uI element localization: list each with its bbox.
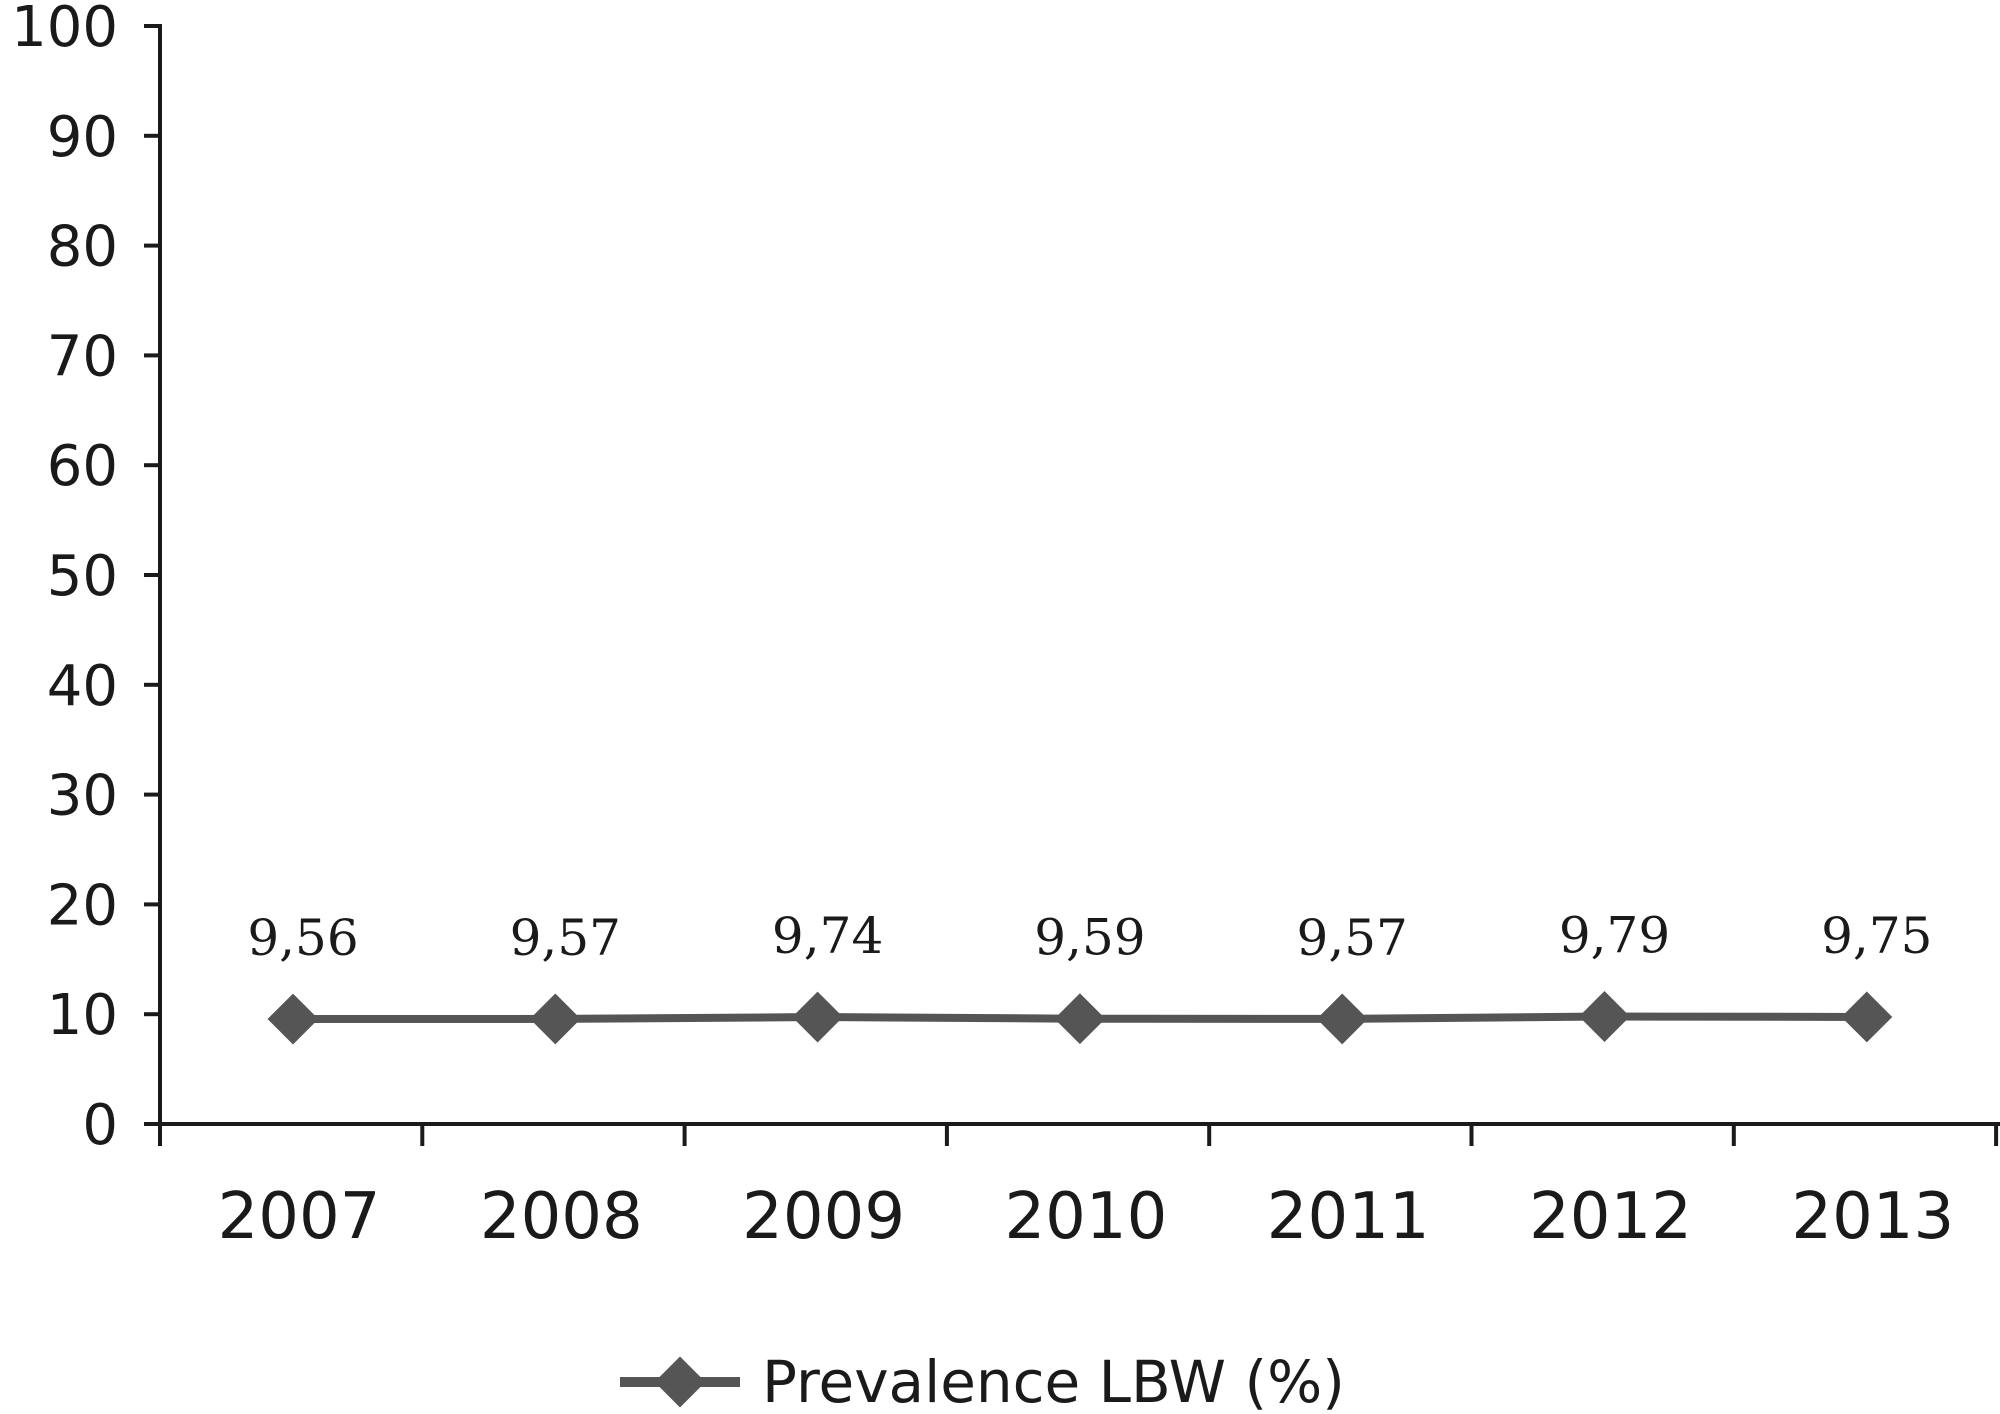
y-tick-label: 0 [82,1093,118,1158]
y-tick-label: 30 [47,764,118,829]
data-point-marker [1316,993,1368,1045]
data-label: 9,57 [510,909,621,967]
y-tick-label: 90 [47,105,118,170]
data-label: 9,79 [1559,907,1670,965]
y-tick-label: 50 [47,544,118,609]
y-tick-label: 60 [47,434,118,499]
data-point-marker [1841,991,1893,1043]
legend-label: Prevalence LBW (%) [762,1348,1345,1414]
data-point-marker [792,991,844,1043]
x-tick-label: 2010 [1004,1180,1167,1254]
data-point-marker [1579,991,1630,1042]
y-tick-label: 70 [47,324,118,389]
y-tick-label: 20 [47,873,118,938]
y-tick-label: 40 [47,654,118,719]
y-tick-label: 100 [11,0,118,60]
data-label: 9,75 [1821,907,1932,965]
data-label: 9,59 [1034,909,1145,967]
data-point-marker [267,993,319,1045]
data-point-marker [1054,993,1106,1045]
x-tick-label: 2013 [1791,1180,1954,1254]
y-tick-label: 10 [47,983,118,1048]
x-tick-label: 2012 [1529,1180,1692,1254]
data-label: 9,74 [772,907,883,965]
y-axis: 0 10 20 30 40 50 60 70 80 90 100 [11,0,162,1158]
data-point-marker [529,993,581,1045]
x-axis: 2007 2008 2009 2010 2011 2012 2013 [158,1122,2000,1254]
x-tick-label: 2009 [742,1180,905,1254]
y-tick-label: 80 [47,215,118,280]
x-tick-label: 2008 [480,1180,643,1254]
data-label: 9,56 [247,909,358,967]
x-tick-label: 2011 [1267,1180,1430,1254]
x-tick-label: 2007 [218,1180,381,1254]
data-label: 9,57 [1297,909,1408,967]
legend: Prevalence LBW (%) [620,1348,1345,1414]
series-layer: 9,56 9,57 9,74 9,59 9,57 9,79 9,75 [247,907,1932,1045]
legend-marker [654,1356,706,1408]
